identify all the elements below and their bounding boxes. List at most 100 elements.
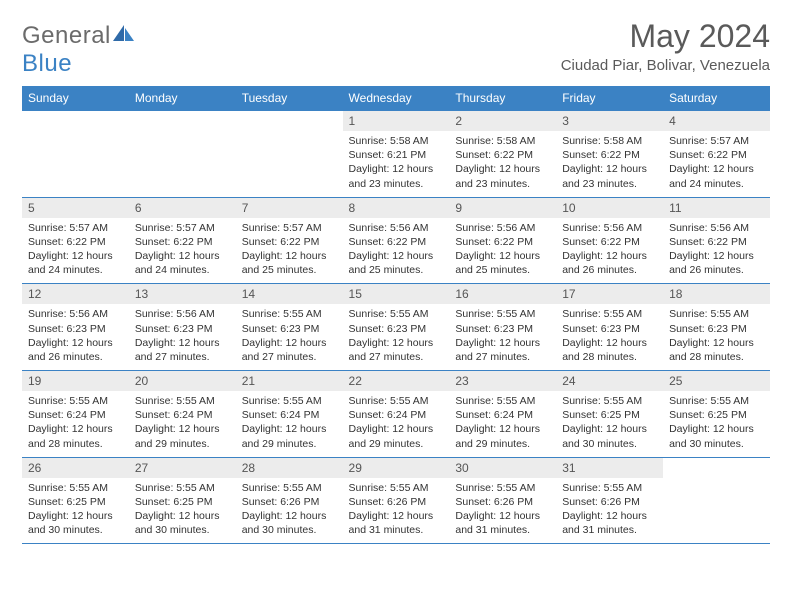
- daylight-line: Daylight: 12 hours and 31 minutes.: [562, 509, 657, 537]
- sunrise-line: Sunrise: 5:56 AM: [669, 221, 764, 235]
- sunset-line: Sunset: 6:25 PM: [562, 408, 657, 422]
- daylight-line: Daylight: 12 hours and 26 minutes.: [28, 336, 123, 364]
- daylight-line: Daylight: 12 hours and 31 minutes.: [455, 509, 550, 537]
- calendar-day: 14Sunrise: 5:55 AMSunset: 6:23 PMDayligh…: [236, 284, 343, 371]
- sunrise-line: Sunrise: 5:55 AM: [349, 307, 444, 321]
- sunset-line: Sunset: 6:22 PM: [455, 148, 550, 162]
- sunset-line: Sunset: 6:23 PM: [455, 322, 550, 336]
- day-details: Sunrise: 5:55 AMSunset: 6:24 PMDaylight:…: [22, 391, 129, 457]
- sunrise-line: Sunrise: 5:55 AM: [28, 481, 123, 495]
- sunrise-line: Sunrise: 5:55 AM: [242, 394, 337, 408]
- day-number: 3: [556, 111, 663, 131]
- daylight-line: Daylight: 12 hours and 29 minutes.: [135, 422, 230, 450]
- day-number: 10: [556, 198, 663, 218]
- calendar-day-empty: [129, 111, 236, 198]
- sunset-line: Sunset: 6:26 PM: [455, 495, 550, 509]
- day-number: 8: [343, 198, 450, 218]
- day-number: 2: [449, 111, 556, 131]
- calendar-week: 26Sunrise: 5:55 AMSunset: 6:25 PMDayligh…: [22, 457, 770, 544]
- sunset-line: Sunset: 6:24 PM: [242, 408, 337, 422]
- calendar-day: 31Sunrise: 5:55 AMSunset: 6:26 PMDayligh…: [556, 457, 663, 544]
- calendar-day: 4Sunrise: 5:57 AMSunset: 6:22 PMDaylight…: [663, 111, 770, 198]
- sunrise-line: Sunrise: 5:55 AM: [455, 394, 550, 408]
- day-number: 21: [236, 371, 343, 391]
- day-details: Sunrise: 5:55 AMSunset: 6:24 PMDaylight:…: [129, 391, 236, 457]
- day-details: Sunrise: 5:56 AMSunset: 6:22 PMDaylight:…: [449, 218, 556, 284]
- day-details: Sunrise: 5:55 AMSunset: 6:26 PMDaylight:…: [449, 478, 556, 544]
- sunrise-line: Sunrise: 5:55 AM: [669, 394, 764, 408]
- day-number: 18: [663, 284, 770, 304]
- day-details: Sunrise: 5:55 AMSunset: 6:26 PMDaylight:…: [236, 478, 343, 544]
- calendar-day: 17Sunrise: 5:55 AMSunset: 6:23 PMDayligh…: [556, 284, 663, 371]
- weekday-row: SundayMondayTuesdayWednesdayThursdayFrid…: [22, 86, 770, 111]
- day-number: 9: [449, 198, 556, 218]
- calendar-day: 29Sunrise: 5:55 AMSunset: 6:26 PMDayligh…: [343, 457, 450, 544]
- daylight-line: Daylight: 12 hours and 27 minutes.: [135, 336, 230, 364]
- sunrise-line: Sunrise: 5:57 AM: [135, 221, 230, 235]
- calendar-page: GeneralBlue May 2024 Ciudad Piar, Boliva…: [0, 0, 792, 562]
- sunrise-line: Sunrise: 5:55 AM: [242, 481, 337, 495]
- day-details: Sunrise: 5:55 AMSunset: 6:25 PMDaylight:…: [663, 391, 770, 457]
- sunrise-line: Sunrise: 5:56 AM: [28, 307, 123, 321]
- weekday-header: Friday: [556, 86, 663, 111]
- day-number: 5: [22, 198, 129, 218]
- sunset-line: Sunset: 6:22 PM: [242, 235, 337, 249]
- sunrise-line: Sunrise: 5:56 AM: [562, 221, 657, 235]
- day-number: 29: [343, 458, 450, 478]
- sunset-line: Sunset: 6:24 PM: [135, 408, 230, 422]
- daylight-line: Daylight: 12 hours and 23 minutes.: [562, 162, 657, 190]
- sunrise-line: Sunrise: 5:55 AM: [455, 481, 550, 495]
- calendar-day: 5Sunrise: 5:57 AMSunset: 6:22 PMDaylight…: [22, 197, 129, 284]
- sunrise-line: Sunrise: 5:56 AM: [135, 307, 230, 321]
- daylight-line: Daylight: 12 hours and 24 minutes.: [28, 249, 123, 277]
- day-details: Sunrise: 5:55 AMSunset: 6:24 PMDaylight:…: [343, 391, 450, 457]
- day-details: Sunrise: 5:55 AMSunset: 6:23 PMDaylight:…: [343, 304, 450, 370]
- daylight-line: Daylight: 12 hours and 23 minutes.: [455, 162, 550, 190]
- daylight-line: Daylight: 12 hours and 30 minutes.: [669, 422, 764, 450]
- calendar-day: 15Sunrise: 5:55 AMSunset: 6:23 PMDayligh…: [343, 284, 450, 371]
- sunset-line: Sunset: 6:23 PM: [349, 322, 444, 336]
- daylight-line: Daylight: 12 hours and 23 minutes.: [349, 162, 444, 190]
- day-number: 11: [663, 198, 770, 218]
- day-number: 19: [22, 371, 129, 391]
- daylight-line: Daylight: 12 hours and 30 minutes.: [135, 509, 230, 537]
- day-details: Sunrise: 5:55 AMSunset: 6:24 PMDaylight:…: [236, 391, 343, 457]
- day-details: Sunrise: 5:57 AMSunset: 6:22 PMDaylight:…: [236, 218, 343, 284]
- sunset-line: Sunset: 6:25 PM: [669, 408, 764, 422]
- sunrise-line: Sunrise: 5:56 AM: [455, 221, 550, 235]
- daylight-line: Daylight: 12 hours and 26 minutes.: [669, 249, 764, 277]
- calendar-day: 28Sunrise: 5:55 AMSunset: 6:26 PMDayligh…: [236, 457, 343, 544]
- day-details: Sunrise: 5:57 AMSunset: 6:22 PMDaylight:…: [663, 131, 770, 197]
- calendar-day-empty: [22, 111, 129, 198]
- calendar-day-empty: [663, 457, 770, 544]
- weekday-header: Sunday: [22, 86, 129, 111]
- sunset-line: Sunset: 6:22 PM: [28, 235, 123, 249]
- day-number: 20: [129, 371, 236, 391]
- sunset-line: Sunset: 6:26 PM: [349, 495, 444, 509]
- sunrise-line: Sunrise: 5:58 AM: [562, 134, 657, 148]
- daylight-line: Daylight: 12 hours and 29 minutes.: [242, 422, 337, 450]
- day-number: 25: [663, 371, 770, 391]
- daylight-line: Daylight: 12 hours and 25 minutes.: [455, 249, 550, 277]
- sunrise-line: Sunrise: 5:55 AM: [562, 481, 657, 495]
- day-number: 26: [22, 458, 129, 478]
- day-number: 13: [129, 284, 236, 304]
- day-number: 12: [22, 284, 129, 304]
- calendar-week: 1Sunrise: 5:58 AMSunset: 6:21 PMDaylight…: [22, 111, 770, 198]
- sunset-line: Sunset: 6:23 PM: [669, 322, 764, 336]
- weekday-header: Thursday: [449, 86, 556, 111]
- sunset-line: Sunset: 6:22 PM: [669, 148, 764, 162]
- day-details: Sunrise: 5:55 AMSunset: 6:25 PMDaylight:…: [556, 391, 663, 457]
- sunrise-line: Sunrise: 5:55 AM: [455, 307, 550, 321]
- location: Ciudad Piar, Bolivar, Venezuela: [561, 57, 770, 74]
- calendar-table: SundayMondayTuesdayWednesdayThursdayFrid…: [22, 86, 770, 544]
- calendar-day: 20Sunrise: 5:55 AMSunset: 6:24 PMDayligh…: [129, 371, 236, 458]
- day-number: 30: [449, 458, 556, 478]
- title-block: May 2024 Ciudad Piar, Bolivar, Venezuela: [561, 18, 770, 74]
- weekday-header: Monday: [129, 86, 236, 111]
- sunset-line: Sunset: 6:21 PM: [349, 148, 444, 162]
- day-details: Sunrise: 5:56 AMSunset: 6:23 PMDaylight:…: [22, 304, 129, 370]
- calendar-day: 13Sunrise: 5:56 AMSunset: 6:23 PMDayligh…: [129, 284, 236, 371]
- sunrise-line: Sunrise: 5:55 AM: [242, 307, 337, 321]
- sunrise-line: Sunrise: 5:57 AM: [242, 221, 337, 235]
